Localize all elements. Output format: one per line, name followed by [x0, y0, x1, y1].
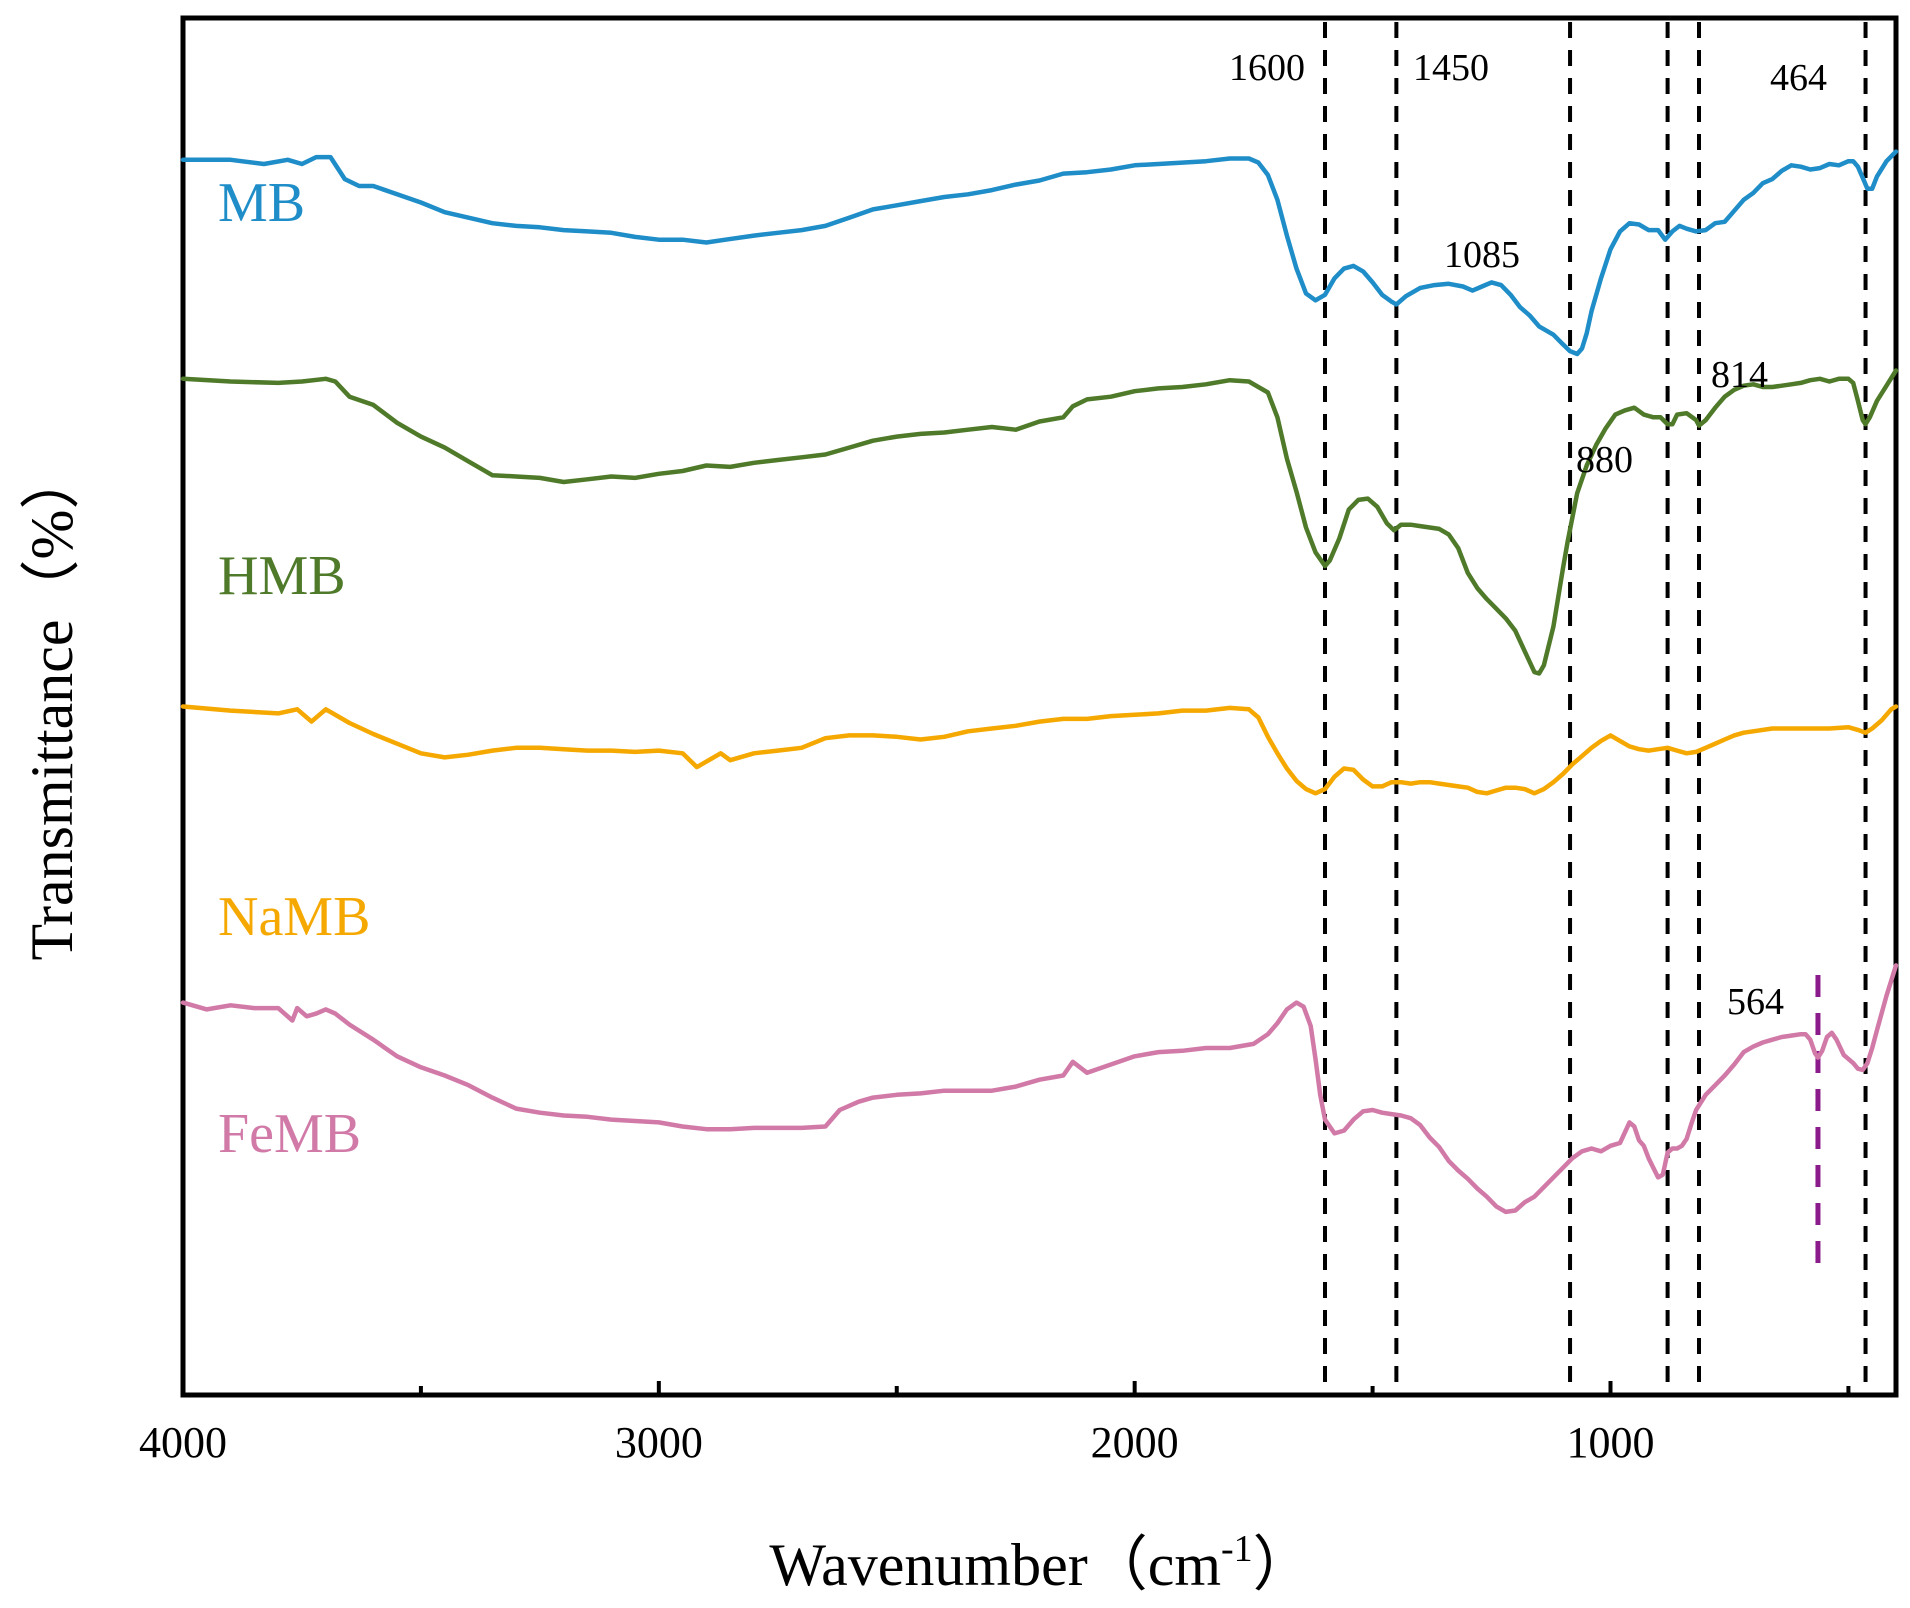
x-tick-label-1000: 1000: [1567, 1418, 1655, 1467]
x-axis-title-superscript: -1: [1221, 1528, 1253, 1570]
x-axis-title: Wavenumber（cm-1）: [769, 1528, 1312, 1598]
series-line-femb: [180, 963, 1899, 1215]
series-label-femb: FeMB: [218, 1103, 361, 1165]
peak-label-814: 814: [1711, 354, 1768, 396]
peak-label-1600: 1600: [1229, 47, 1305, 89]
series-label-mb: MB: [218, 172, 305, 234]
peak-label-464: 464: [1770, 57, 1827, 99]
x-tick-label-2000: 2000: [1091, 1418, 1179, 1467]
series-line-namb: [180, 704, 1899, 796]
peak-label-1085: 1085: [1444, 234, 1520, 276]
x-tick-label-3000: 3000: [615, 1418, 703, 1467]
vertical-markers: [1323, 22, 1868, 1391]
y-axis-title: Transmittance（%）: [19, 449, 85, 960]
peak-label-1450: 1450: [1413, 47, 1489, 89]
x-axis-ticks: 4000 3000 2000 1000: [139, 1381, 1851, 1467]
series-line-mb: [180, 149, 1899, 357]
series-lines: [180, 149, 1899, 1215]
peak-label-564: 564: [1727, 981, 1784, 1023]
series-label-hmb: HMB: [218, 545, 346, 607]
peak-label-880: 880: [1576, 439, 1633, 481]
series-line-hmb: [180, 368, 1899, 676]
series-label-namb: NaMB: [218, 886, 370, 948]
x-tick-label-4000: 4000: [139, 1418, 227, 1467]
